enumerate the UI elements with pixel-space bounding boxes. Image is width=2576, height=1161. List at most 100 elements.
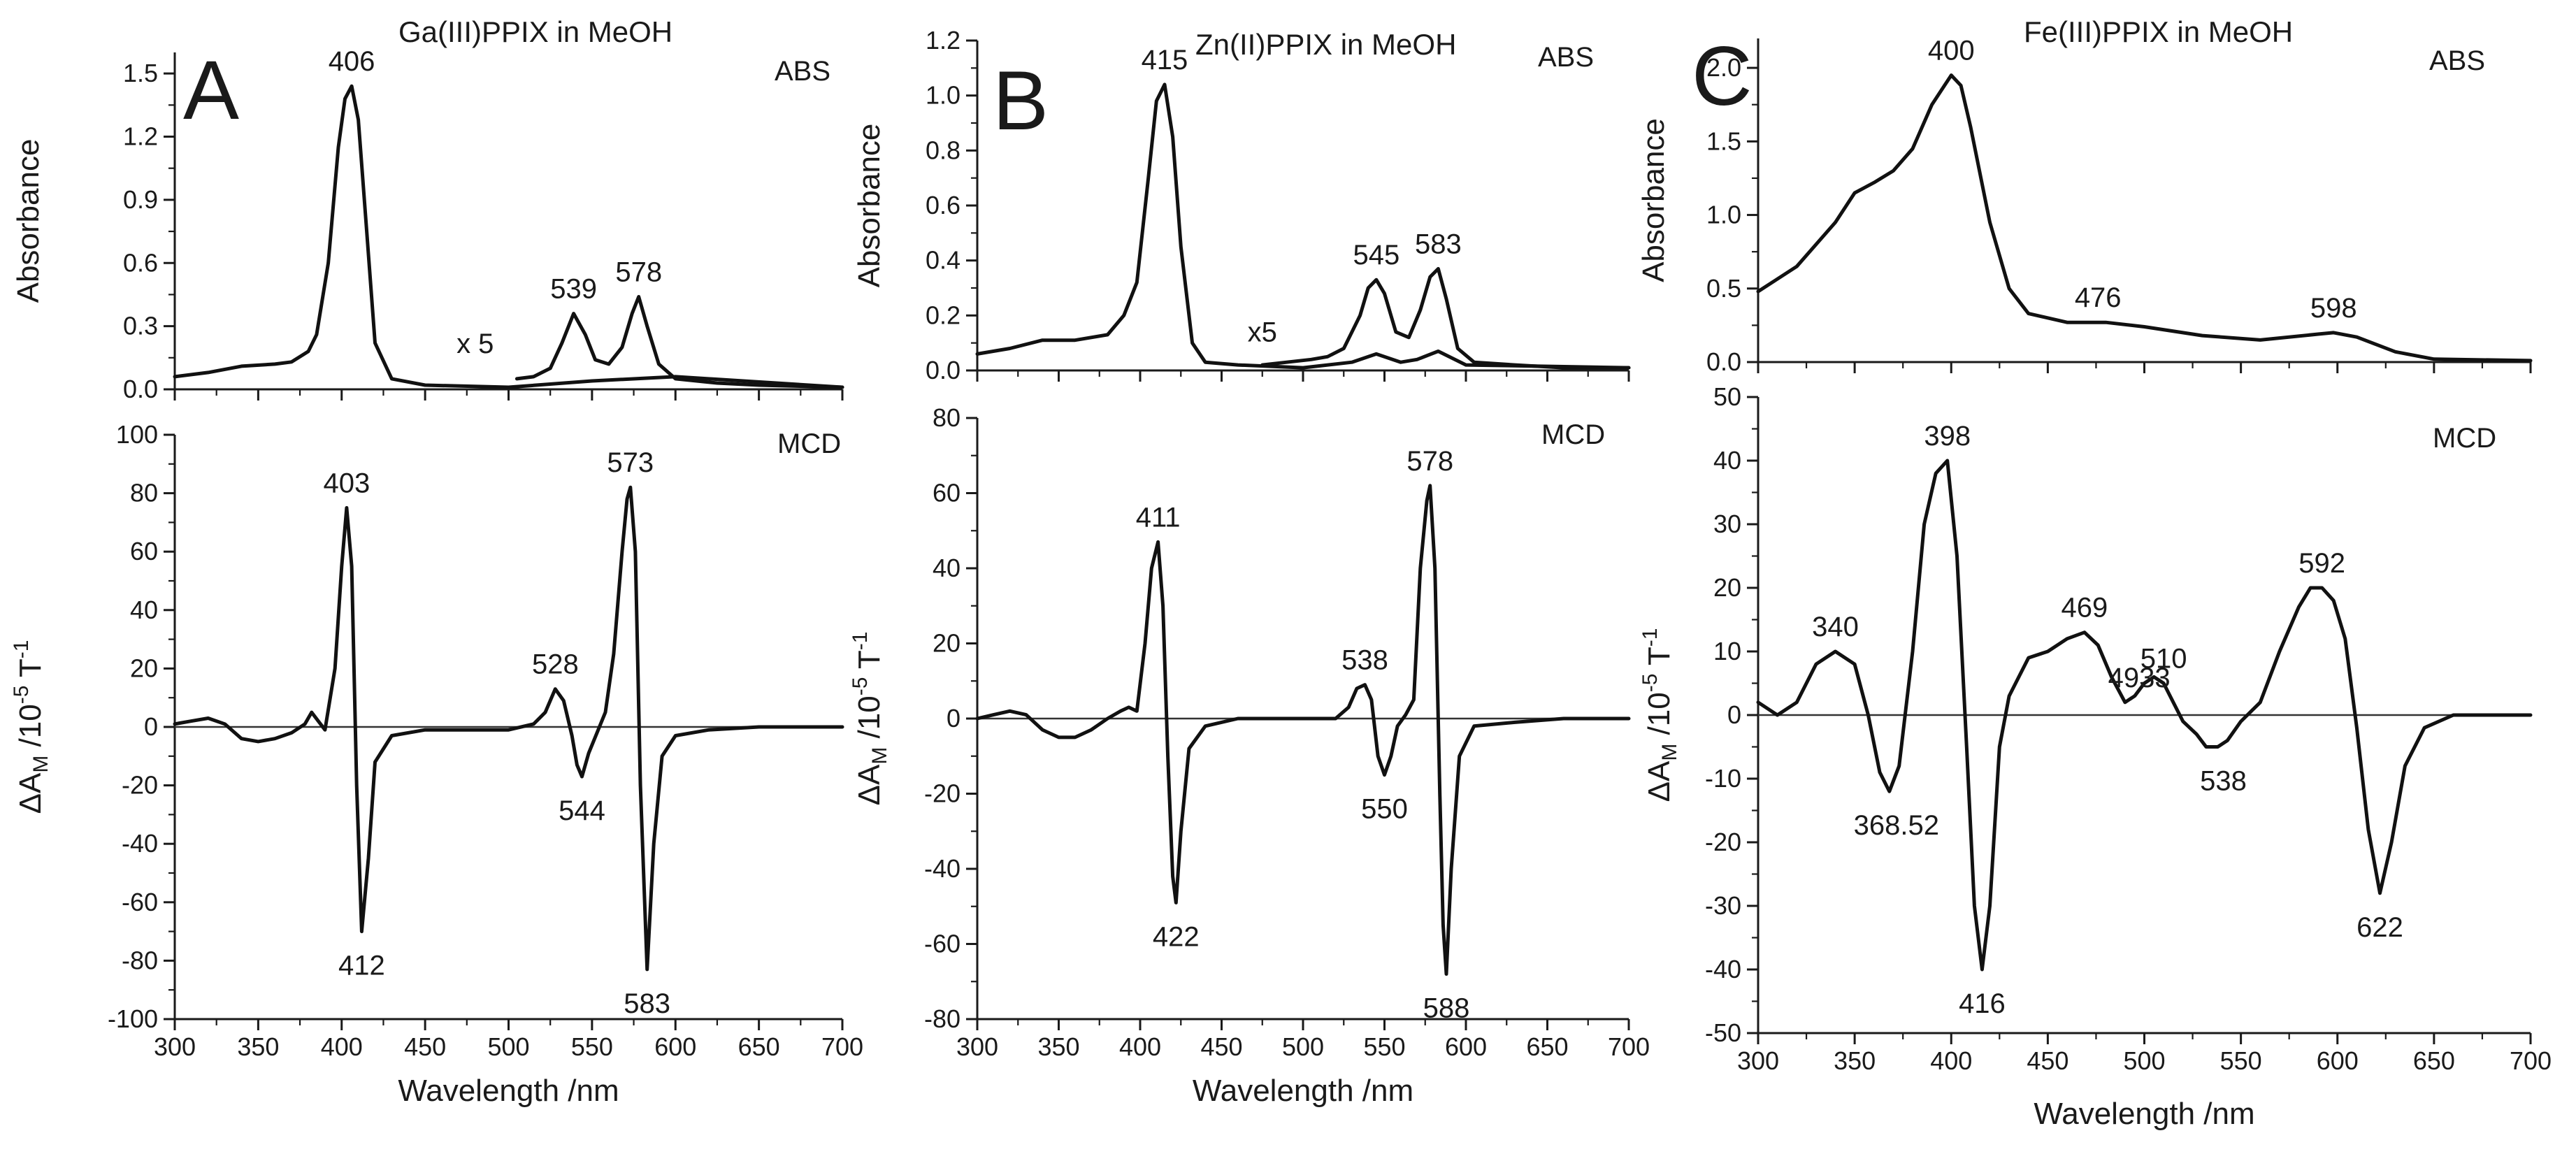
y-tick-label: 0.2 <box>926 301 960 329</box>
peak-label: 398 <box>1924 421 1971 452</box>
x-tick-label: 650 <box>738 1032 780 1061</box>
y-tick-label: -60 <box>122 888 158 916</box>
y-tick-label: 0 <box>1727 700 1741 729</box>
peak-label: x 5 <box>456 329 494 359</box>
x-tick-label: 550 <box>1363 1032 1405 1061</box>
y-tick-label: 20 <box>1713 573 1741 602</box>
peak-label: 476 <box>2075 282 2122 313</box>
peak-label: 510 <box>2140 644 2187 675</box>
x-tick-label: 450 <box>2027 1046 2068 1075</box>
y-tick-label: 1.5 <box>1706 127 1741 155</box>
mcd-plot-a: -100 -80 -60 -40 -20 0 20 40 60 80 100 403 412 528 544… <box>10 420 844 1033</box>
mcd-series-mcd <box>173 485 844 972</box>
abs-tag: ABS <box>775 56 830 87</box>
mcd-tag: MCD <box>1541 419 1605 450</box>
peak-label: 583 <box>1415 229 1462 259</box>
y-tick-label: 0.0 <box>123 375 158 403</box>
peak-label: 469 <box>2061 593 2108 623</box>
y-tick-label: -60 <box>924 930 960 958</box>
x-tick-label: 450 <box>404 1032 446 1061</box>
peak-label: 340 <box>1812 612 1859 642</box>
y-tick-label: 0.0 <box>1706 347 1741 376</box>
y-tick-label: 10 <box>1713 637 1741 665</box>
mcd-tag: MCD <box>777 428 841 459</box>
x-tick-label: 300 <box>154 1032 196 1061</box>
x-tick-label: 500 <box>487 1032 529 1061</box>
x-tick-label: 700 <box>821 1032 863 1061</box>
x-tick-label: 450 <box>1200 1032 1242 1061</box>
panel-letter: C <box>1692 29 1753 123</box>
peak-label: 578 <box>1406 446 1453 477</box>
abs-tag: ABS <box>2429 45 2485 76</box>
peak-label: 588 <box>1423 993 1470 1024</box>
y-tick-label: 1.2 <box>123 122 158 151</box>
x-tick-label: 400 <box>1930 1046 1972 1075</box>
mcd-series-mcd <box>1756 459 2533 972</box>
y-tick-label: 40 <box>130 596 158 624</box>
y-tick-label: -40 <box>924 854 960 883</box>
y-tick-label: 1.5 <box>123 59 158 87</box>
y-tick-label: 1.2 <box>926 26 960 55</box>
y-axis-title: ΔAM /10-5 T-1 <box>849 632 891 806</box>
peak-label: 412 <box>338 951 385 981</box>
y-tick-label: -80 <box>122 946 158 974</box>
y-tick-label: 0 <box>144 712 158 741</box>
x-axis-title: Wavelength /nm <box>1193 1074 1413 1108</box>
peak-label: 528 <box>532 649 579 680</box>
peak-label: 411 <box>1136 502 1181 533</box>
y-tick-label: 0.8 <box>926 136 960 164</box>
x-tick-label: 350 <box>237 1032 279 1061</box>
y-tick-label: -20 <box>122 771 158 800</box>
x-axis-title: Wavelength /nm <box>2034 1097 2254 1131</box>
y-tick-label: 0.4 <box>926 246 960 275</box>
x-tick-label: 350 <box>1834 1046 1876 1075</box>
peak-label: 415 <box>1142 45 1188 75</box>
x-tick-label: 300 <box>1737 1046 1779 1075</box>
peak-label: 578 <box>615 257 662 287</box>
y-tick-label: 0.6 <box>123 248 158 277</box>
x-tick-label: 650 <box>2413 1046 2455 1075</box>
mcd-tag: MCD <box>2433 423 2496 454</box>
peak-label: 592 <box>2298 548 2345 579</box>
peak-label: 583 <box>624 988 670 1019</box>
x-tick-label: 550 <box>2220 1046 2262 1075</box>
mcd-plot-c: -50 -40 -30 -20 -10 0 10 20 30 40 50 340 368.52 398 41… <box>1639 382 2533 1047</box>
x-tick-label: 600 <box>2317 1046 2359 1075</box>
y-tick-label: 60 <box>130 537 158 565</box>
y-tick-label: 20 <box>130 654 158 682</box>
peak-label: 622 <box>2356 912 2403 943</box>
peak-label: 573 <box>607 447 654 478</box>
peak-label: 538 <box>1341 645 1388 676</box>
y-tick-label: -30 <box>1705 891 1741 920</box>
y-axis-title: Absorbance <box>852 124 886 288</box>
x-tick-label: 700 <box>2510 1046 2552 1075</box>
y-tick-label: 0.9 <box>123 185 158 214</box>
y-tick-label: 20 <box>933 629 960 658</box>
x-tick-label: 400 <box>1119 1032 1161 1061</box>
x-tick-label: 600 <box>654 1032 696 1061</box>
x-tick-label: 600 <box>1445 1032 1487 1061</box>
y-tick-label: 80 <box>130 479 158 507</box>
y-tick-label: 0.5 <box>1706 274 1741 303</box>
panel-letter: A <box>183 43 239 137</box>
x-axis-title: Wavelength /nm <box>398 1074 619 1108</box>
peak-label: 416 <box>1959 988 2006 1019</box>
x-tick-label: 350 <box>1037 1032 1079 1061</box>
y-axis-title: ΔAM /10-5 T-1 <box>10 640 52 814</box>
abs-series-abs <box>173 84 844 389</box>
y-tick-label: -100 <box>108 1004 158 1033</box>
panel-title: Zn(II)PPIX in MeOH <box>1195 28 1456 61</box>
abs-series-abs-x5 <box>1260 267 1631 370</box>
y-tick-label: 100 <box>116 420 158 449</box>
peak-label: 4933 <box>2108 663 2171 693</box>
peak-label: 544 <box>559 795 605 826</box>
y-tick-label: 0.0 <box>926 356 960 384</box>
peak-label: 539 <box>550 274 597 305</box>
x-tick-label: 700 <box>1608 1032 1650 1061</box>
x-tick-label: 400 <box>321 1032 363 1061</box>
y-tick-label: 1.0 <box>1706 201 1741 229</box>
x-tick-label: 500 <box>2123 1046 2165 1075</box>
x-tick-label: 500 <box>1282 1032 1324 1061</box>
x-tick-label: 300 <box>956 1032 998 1061</box>
abs-plot-c: 0.0 0.5 1.0 1.5 2.0 400 476 598 ABS Absorbance <box>1636 36 2533 376</box>
